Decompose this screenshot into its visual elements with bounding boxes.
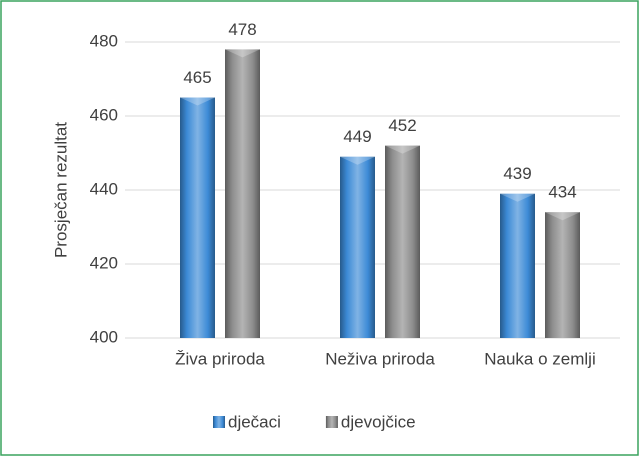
bar-bevel (385, 145, 420, 154)
data-label: 439 (503, 164, 531, 183)
bar (340, 156, 375, 338)
data-label: 449 (343, 127, 371, 146)
data-label: 434 (548, 183, 576, 202)
legend-label: djevojčice (341, 412, 416, 431)
bar (500, 193, 535, 338)
data-label: 465 (183, 68, 211, 87)
y-tick-label: 480 (90, 31, 118, 50)
legend-label: dječaci (228, 412, 281, 431)
bar-bevel (500, 193, 535, 202)
bar-bevel (545, 212, 580, 221)
y-tick-label: 440 (90, 179, 118, 198)
y-tick-label: 420 (90, 253, 118, 272)
y-tick-label: 400 (90, 327, 118, 346)
legend-swatch (213, 416, 225, 428)
bar (385, 145, 420, 338)
data-label: 452 (388, 116, 416, 135)
legend-swatch (325, 416, 338, 428)
x-tick-label: Živa priroda (175, 349, 265, 368)
x-tick-label: Neživa priroda (325, 349, 435, 368)
bar-bevel (340, 156, 375, 165)
bar (180, 97, 215, 338)
bar (225, 49, 260, 339)
bar-bevel (225, 49, 260, 58)
y-tick-label: 460 (90, 105, 118, 124)
x-tick-label: Nauka o zemlji (484, 349, 596, 368)
bar-bevel (180, 97, 215, 106)
data-label: 478 (228, 20, 256, 39)
bar (545, 212, 580, 338)
y-axis-title: Prosječan rezultat (51, 122, 70, 258)
